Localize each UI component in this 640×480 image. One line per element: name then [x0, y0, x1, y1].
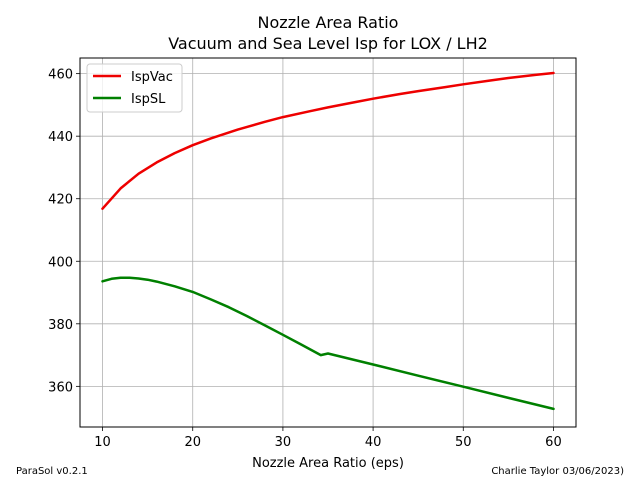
x-tick-label: 20 [184, 435, 201, 450]
chart-subtitle: Vacuum and Sea Level Isp for LOX / LH2 [168, 34, 488, 53]
chart-title: Nozzle Area Ratio [258, 13, 399, 32]
grid-lines [80, 58, 576, 427]
y-tick-label: 380 [48, 318, 73, 333]
y-tick-label: 400 [48, 255, 73, 270]
series-lines [101, 71, 555, 411]
x-tick-label: 10 [94, 435, 111, 450]
y-tick-label: 360 [48, 380, 73, 395]
footer-version: ParaSol v0.2.1 [16, 466, 88, 477]
x-tick-label: 50 [455, 435, 472, 450]
y-tick-label: 460 [48, 68, 73, 83]
axis-ticks: 10 20 30 40 50 60 360 380 400 420 440 460 [48, 68, 562, 450]
legend-label-ispvac: IspVac [131, 70, 173, 85]
x-tick-label: 30 [275, 435, 292, 450]
y-tick-label: 420 [48, 193, 73, 208]
x-tick-label: 40 [365, 435, 382, 450]
plot-area-frame [79, 57, 577, 428]
y-tick-label: 440 [48, 130, 73, 145]
legend-label-ispsl: IspSL [131, 92, 166, 107]
footer-credit: Charlie Taylor 03/06/2023) [491, 466, 624, 477]
series-line-ispvac [101, 71, 555, 210]
series-line-ispsl [101, 276, 555, 411]
x-axis-label: Nozzle Area Ratio (eps) [252, 456, 404, 471]
x-tick-label: 60 [545, 435, 562, 450]
legend: IspVac IspSL [86, 63, 183, 113]
